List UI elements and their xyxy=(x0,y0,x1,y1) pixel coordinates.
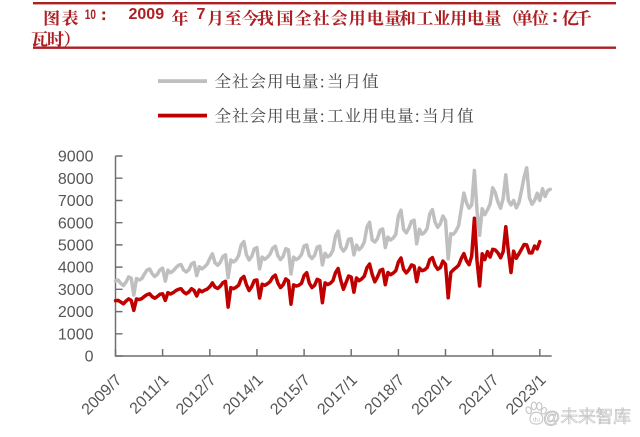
svg-text:10: 10 xyxy=(85,7,96,22)
svg-text:2009: 2009 xyxy=(129,6,165,23)
svg-text:2000: 2000 xyxy=(58,304,94,321)
svg-text:3000: 3000 xyxy=(58,282,94,299)
svg-text:4000: 4000 xyxy=(58,260,94,277)
svg-text:1000: 1000 xyxy=(58,326,94,343)
svg-text:du: du xyxy=(533,417,541,424)
svg-text:@: @ xyxy=(543,408,560,427)
svg-text:0: 0 xyxy=(85,349,94,366)
svg-text:8000: 8000 xyxy=(58,171,94,188)
svg-text:5000: 5000 xyxy=(58,238,94,255)
svg-text:9000: 9000 xyxy=(58,149,94,166)
svg-text:6000: 6000 xyxy=(58,215,94,232)
svg-text:7: 7 xyxy=(197,6,206,23)
svg-text:7000: 7000 xyxy=(58,193,94,210)
